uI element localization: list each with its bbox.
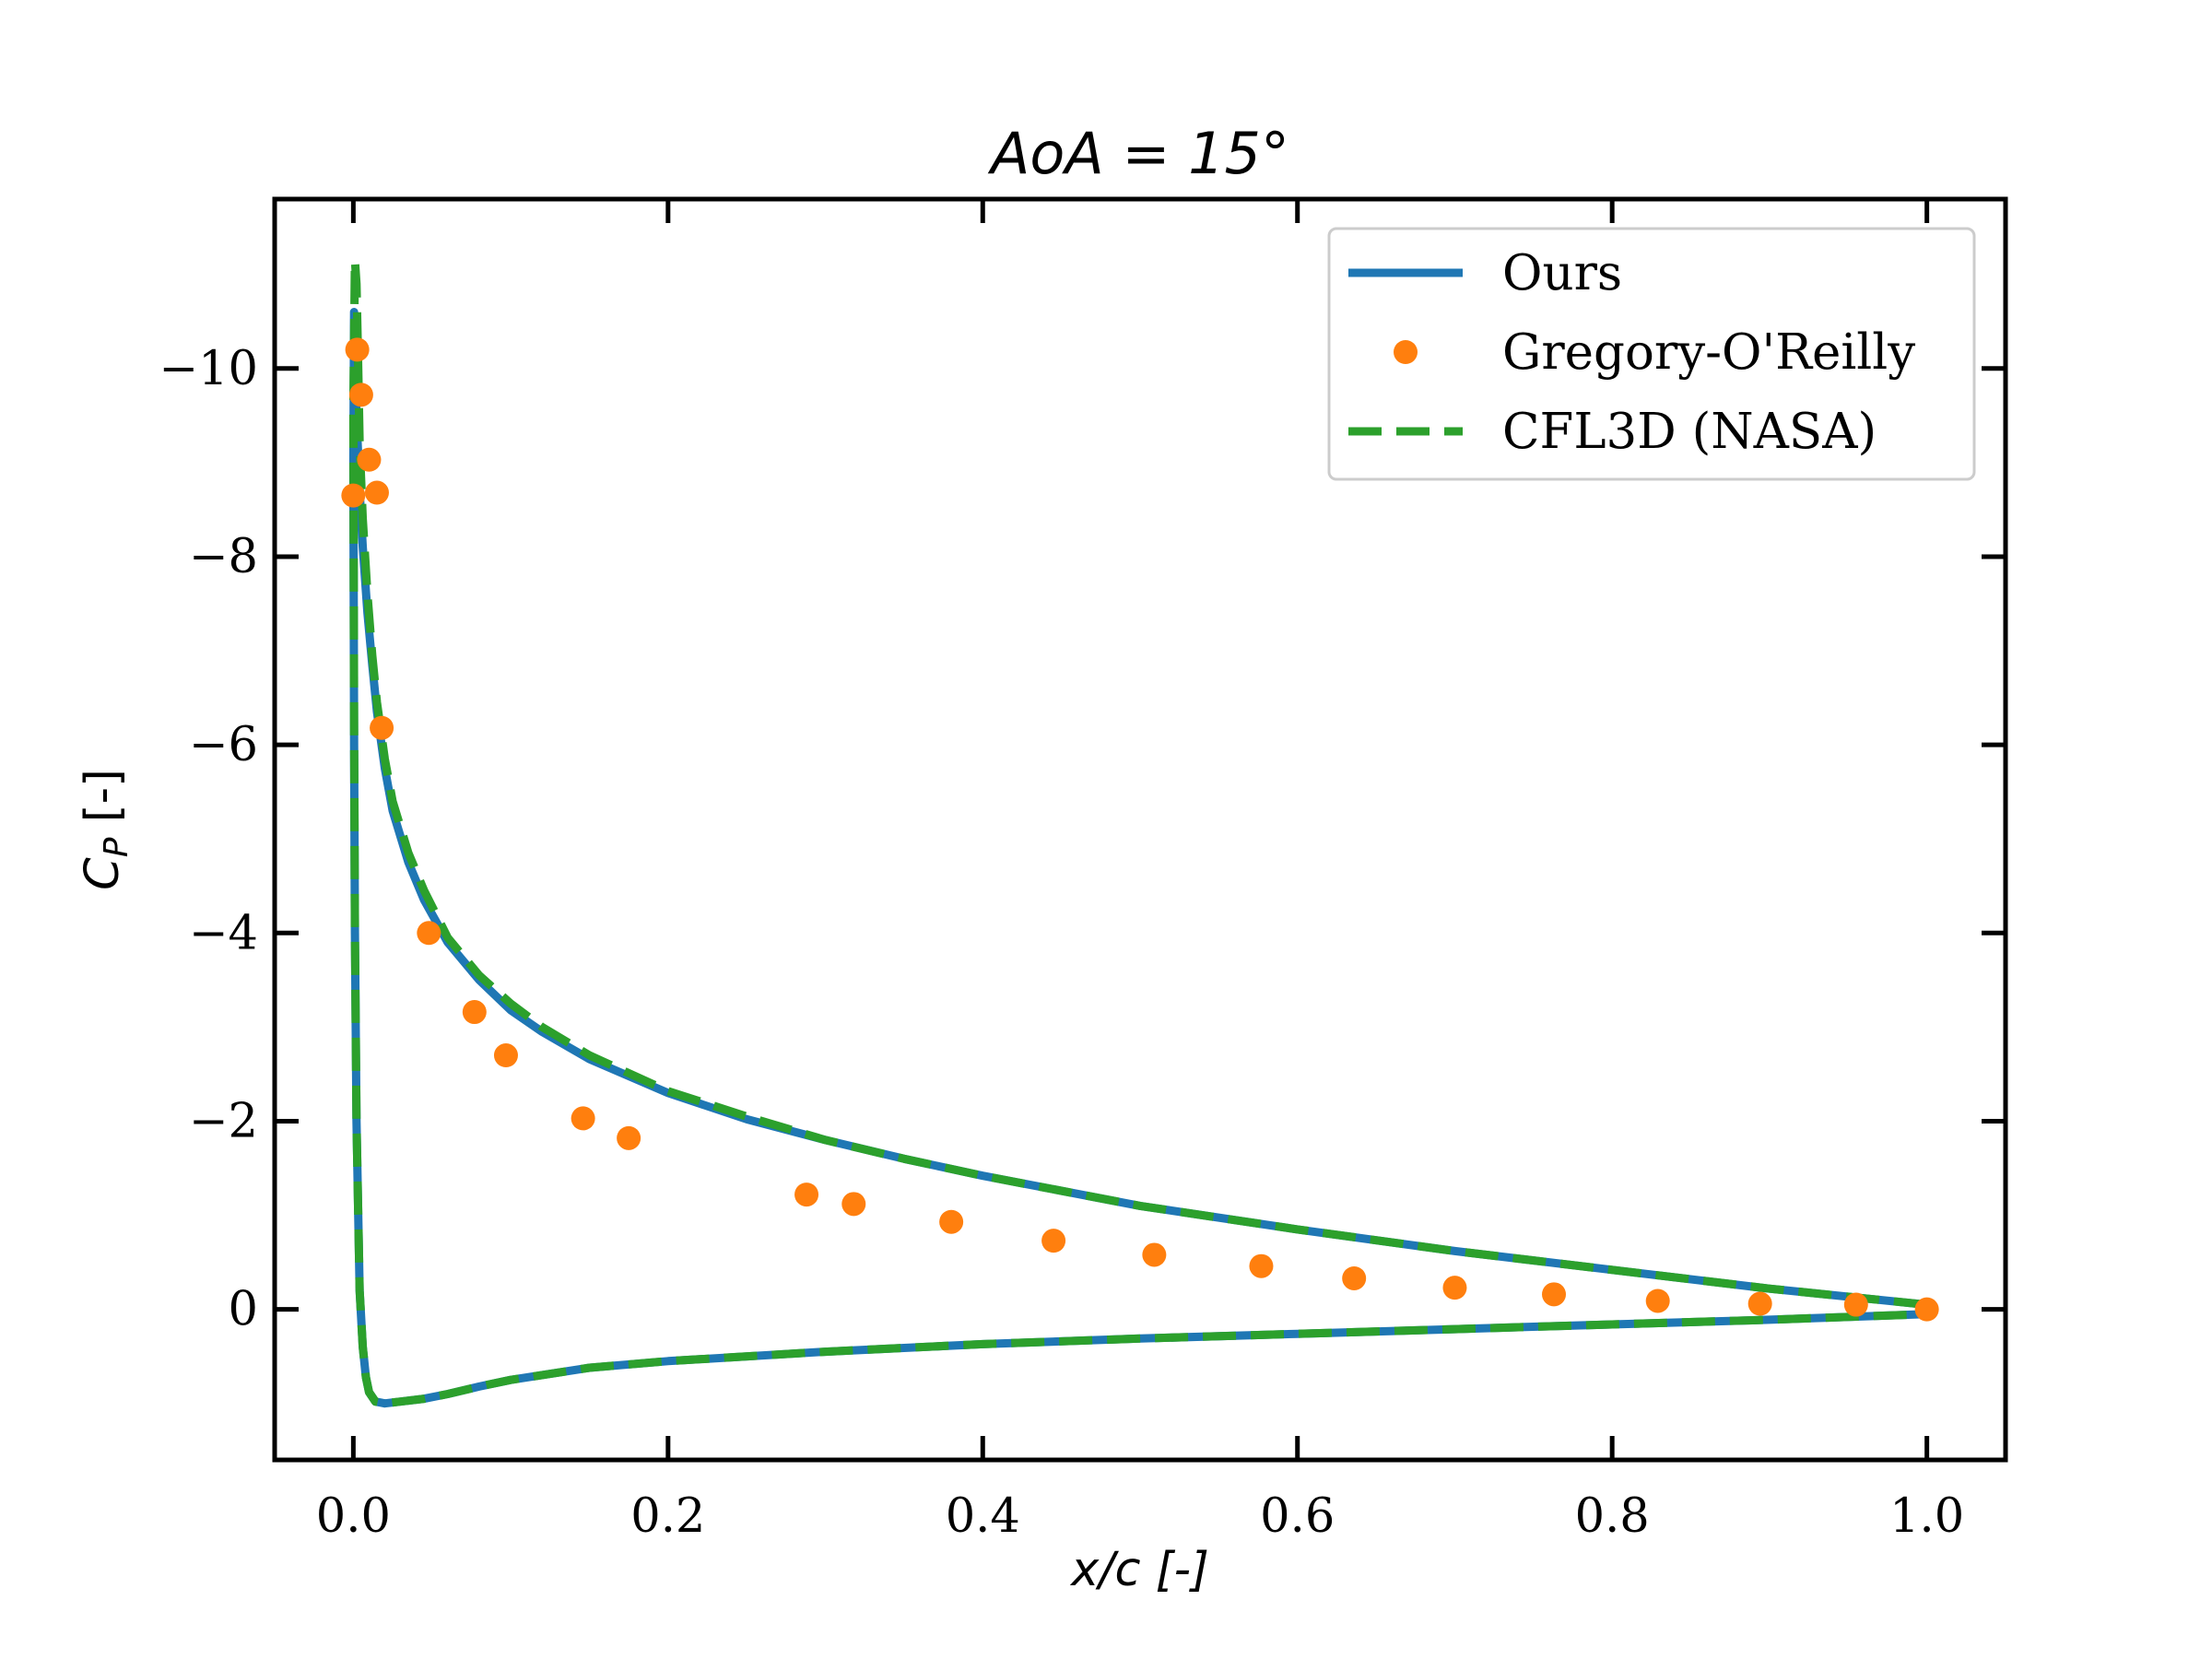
data-point-gregory-oreilly xyxy=(841,1192,866,1217)
legend-label-ours: Ours xyxy=(1502,245,1622,301)
data-point-gregory-oreilly xyxy=(417,921,441,946)
data-point-gregory-oreilly xyxy=(939,1209,964,1234)
y-tick-label: −8 xyxy=(189,530,258,584)
data-point-gregory-oreilly xyxy=(1645,1288,1670,1313)
y-axis-label-subscript: P xyxy=(98,837,135,857)
legend-box xyxy=(1327,227,1976,481)
x-axis-label: x/c [-] xyxy=(1069,1543,1209,1597)
axis-ticks xyxy=(275,199,2006,1460)
y-tick-label: −4 xyxy=(189,906,258,960)
x-tick-label: 0.8 xyxy=(1575,1489,1650,1544)
x-tick-label: 0.4 xyxy=(946,1489,1020,1544)
data-point-gregory-oreilly xyxy=(370,715,394,740)
chart-title-degree: ° xyxy=(1261,120,1289,187)
x-tick-label: 0.2 xyxy=(630,1489,705,1544)
data-point-gregory-oreilly xyxy=(1542,1282,1567,1307)
y-tick-label: −6 xyxy=(189,718,258,772)
plot-frame xyxy=(272,196,2008,1463)
x-tick-label: 0.0 xyxy=(316,1489,391,1544)
data-point-gregory-oreilly xyxy=(571,1106,595,1131)
data-point-gregory-oreilly xyxy=(1914,1297,1939,1322)
data-point-gregory-oreilly xyxy=(1442,1276,1467,1300)
y-tick-label: −2 xyxy=(189,1094,258,1148)
data-point-gregory-oreilly xyxy=(1747,1291,1772,1316)
y-tick-label: 0 xyxy=(229,1283,258,1337)
legend-entries: Ours Gregory-O'Reilly CFL3D (NASA) xyxy=(1348,245,1915,460)
x-tick-label: 0.6 xyxy=(1260,1489,1335,1544)
series-layer xyxy=(341,255,1939,1408)
legend-label-cfl3d-nasa: CFL3D (NASA) xyxy=(1502,404,1877,460)
data-point-gregory-oreilly xyxy=(1041,1229,1066,1253)
chart-title: AoA = 15° xyxy=(987,120,1289,187)
data-point-gregory-oreilly xyxy=(1342,1265,1367,1290)
legend: Ours Gregory-O'Reilly CFL3D (NASA) xyxy=(1327,227,1976,481)
axis-tick-labels: 0.0 0.2 0.4 0.6 0.8 1.0 −10 −8 −6 −4 −2 0 xyxy=(159,342,1964,1544)
chart-title-text: AoA = 15 xyxy=(987,120,1261,187)
y-axis-label-main: C xyxy=(76,857,130,890)
data-point-gregory-oreilly xyxy=(493,1043,518,1068)
data-point-gregory-oreilly xyxy=(341,483,366,508)
data-point-gregory-oreilly xyxy=(462,1000,487,1025)
data-point-gregory-oreilly xyxy=(794,1182,819,1207)
data-point-gregory-oreilly xyxy=(345,337,370,362)
y-axis-label: CP [-] xyxy=(76,769,135,890)
legend-marker-gregory-oreilly xyxy=(1394,340,1418,364)
data-point-gregory-oreilly xyxy=(364,480,389,505)
data-point-gregory-oreilly xyxy=(617,1125,641,1150)
y-tick-label: −10 xyxy=(159,342,258,396)
data-point-gregory-oreilly xyxy=(1142,1242,1167,1267)
data-point-gregory-oreilly xyxy=(357,447,382,472)
data-point-gregory-oreilly xyxy=(1843,1292,1868,1317)
legend-label-gregory-oreilly: Gregory-O'Reilly xyxy=(1502,324,1915,381)
x-tick-label: 1.0 xyxy=(1889,1489,1964,1544)
data-point-gregory-oreilly xyxy=(348,382,373,407)
y-axis-label-unit: [-] xyxy=(76,769,130,837)
series-line-cfl3d-nasa xyxy=(348,255,1928,1408)
data-point-gregory-oreilly xyxy=(1249,1253,1274,1278)
